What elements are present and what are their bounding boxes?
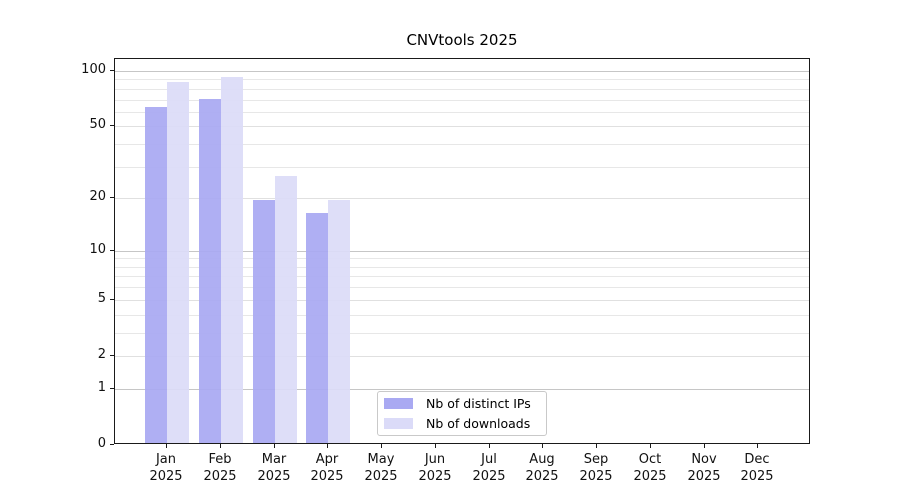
x-tick-mark-nov — [704, 444, 705, 448]
x-tick-mark-feb — [220, 444, 221, 448]
gridline-y-60 — [115, 112, 809, 113]
legend-label-downloads: Nb of downloads — [426, 416, 531, 432]
x-tick-mark-jun — [435, 444, 436, 448]
legend-swatch-downloads — [384, 418, 413, 430]
x-tick-mark-jan — [166, 444, 167, 448]
bar-distinct-ips-jan — [145, 107, 167, 443]
x-tick-mark-oct — [650, 444, 651, 448]
bar-distinct-ips-mar — [253, 200, 275, 443]
x-tick-label-aug: Aug 2025 — [525, 452, 559, 484]
x-tick-mark-aug — [542, 444, 543, 448]
y-tick-label-2: 2 — [97, 347, 106, 362]
y-tick-mark-5 — [110, 299, 114, 300]
bar-downloads-mar — [275, 175, 297, 443]
gridline-y-4 — [115, 315, 809, 316]
x-tick-label-jun: Jun 2025 — [418, 452, 452, 484]
y-tick-label-1: 1 — [97, 380, 106, 395]
y-tick-mark-1 — [110, 388, 114, 389]
x-tick-mark-dec — [757, 444, 758, 448]
gridline-y-8 — [115, 267, 809, 268]
gridline-y-50 — [115, 126, 809, 127]
y-tick-mark-20 — [110, 197, 114, 198]
legend-swatch-distinct-ips — [384, 397, 413, 409]
x-tick-mark-may — [381, 444, 382, 448]
y-tick-mark-10 — [110, 250, 114, 251]
gridline-y-100 — [115, 71, 809, 72]
y-tick-mark-2 — [110, 355, 114, 356]
y-tick-label-100: 100 — [81, 62, 106, 77]
x-tick-label-apr: Apr 2025 — [310, 452, 344, 484]
gridline-y-9 — [115, 258, 809, 259]
x-tick-label-dec: Dec 2025 — [740, 452, 774, 484]
gridline-y-3 — [115, 333, 809, 334]
x-tick-label-may: May 2025 — [364, 452, 398, 484]
gridline-y-70 — [115, 100, 809, 101]
gridline-y-90 — [115, 79, 809, 80]
bar-downloads-apr — [328, 200, 350, 443]
x-tick-label-sep: Sep 2025 — [579, 452, 613, 484]
x-tick-label-feb: Feb 2025 — [203, 452, 237, 484]
bar-downloads-jan — [167, 82, 189, 443]
x-tick-label-jul: Jul 2025 — [472, 452, 506, 484]
bar-distinct-ips-apr — [306, 213, 328, 443]
legend-item-distinct-ips: Nb of distinct IPs — [384, 394, 540, 413]
y-tick-label-50: 50 — [89, 117, 106, 132]
gridline-y-80 — [115, 89, 809, 90]
legend-label-distinct-ips: Nb of distinct IPs — [426, 395, 531, 411]
gridline-y-1 — [115, 389, 809, 390]
gridline-y-5 — [115, 300, 809, 301]
x-tick-label-nov: Nov 2025 — [687, 452, 721, 484]
y-tick-label-20: 20 — [89, 189, 106, 204]
bar-distinct-ips-feb — [199, 98, 221, 443]
y-tick-mark-50 — [110, 125, 114, 126]
chart-title: CNVtools 2025 — [406, 31, 518, 49]
legend-item-downloads: Nb of downloads — [384, 415, 540, 434]
gridline-y-7 — [115, 276, 809, 277]
gridline-y-20 — [115, 198, 809, 199]
gridline-y-6 — [115, 287, 809, 288]
x-tick-mark-jul — [489, 444, 490, 448]
x-tick-mark-apr — [327, 444, 328, 448]
y-tick-mark-100 — [110, 70, 114, 71]
y-tick-label-5: 5 — [97, 291, 106, 306]
gridline-y-40 — [115, 144, 809, 145]
y-tick-mark-0 — [110, 444, 114, 445]
y-tick-label-10: 10 — [89, 242, 106, 257]
legend: Nb of distinct IPs Nb of downloads — [377, 391, 547, 436]
gridline-y-30 — [115, 167, 809, 168]
y-tick-label-0: 0 — [97, 436, 106, 451]
x-tick-label-mar: Mar 2025 — [257, 452, 291, 484]
x-tick-mark-sep — [596, 444, 597, 448]
gridline-y-10 — [115, 251, 809, 252]
gridline-y-2 — [115, 356, 809, 357]
bar-downloads-feb — [221, 76, 243, 443]
plot-area — [114, 58, 810, 444]
x-tick-label-oct: Oct 2025 — [633, 452, 667, 484]
x-tick-mark-mar — [274, 444, 275, 448]
x-tick-label-jan: Jan 2025 — [149, 452, 183, 484]
